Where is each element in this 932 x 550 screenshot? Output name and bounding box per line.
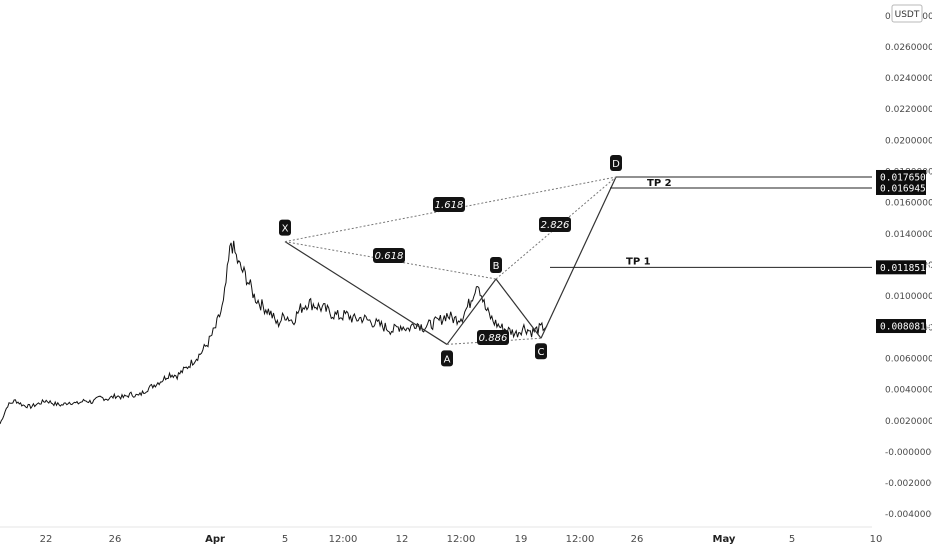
y-tick-label: 0.0240000 xyxy=(885,74,932,84)
pattern-leg xyxy=(540,176,617,339)
y-tick-label: 0.0220000 xyxy=(885,105,932,115)
y-tick-label: 0.0020000 xyxy=(885,417,932,427)
x-tick-label: 12 xyxy=(396,534,409,545)
price-tag-label: 0.0169450 xyxy=(880,183,932,194)
time-axis[interactable]: 22 26 Apr 5 12:00 12 12:00 19 12:00 26 May 5 10 xyxy=(0,526,883,545)
x-tick-label: May xyxy=(713,534,736,545)
price-tag-label: 0.0176504 xyxy=(880,172,932,183)
y-tick-label: 0.0100000 xyxy=(885,292,932,302)
price-axis[interactable]: 0.02800000.02600000.02400000.02200000.02… xyxy=(885,12,932,520)
x-tick-label: 22 xyxy=(40,534,53,545)
y-tick-label: 0.0040000 xyxy=(885,386,932,396)
ratio-label-box xyxy=(433,197,465,212)
y-tick-label: -0.0020000 xyxy=(885,479,932,489)
x-tick-label: 5 xyxy=(282,534,288,545)
y-tick-label: 0.0140000 xyxy=(885,230,932,240)
price-tag-box xyxy=(876,260,926,275)
pattern-leg xyxy=(446,278,497,345)
point-label-c: C xyxy=(538,347,545,358)
y-tick-label: 0.0260000 xyxy=(885,43,932,53)
point-label-box xyxy=(441,350,453,367)
currency-badge[interactable]: USDT xyxy=(891,4,923,23)
x-tick-label: 12:00 xyxy=(566,534,595,545)
point-label-a: A xyxy=(444,354,451,365)
fib-ratio-labels: 1.618 0.618 2.826 0.886 xyxy=(373,197,571,345)
y-tick-label: 0.0060000 xyxy=(885,354,932,364)
price-tag-box xyxy=(876,180,926,195)
y-tick-label: 0.0160000 xyxy=(885,199,932,209)
y-tick-label: 0.0200000 xyxy=(885,136,932,146)
x-tick-label: Apr xyxy=(205,534,225,545)
point-label-x: X xyxy=(282,224,289,235)
ratio-label: 0.618 xyxy=(375,251,404,262)
y-tick-label: -0.0040000 xyxy=(885,510,932,520)
x-tick-label: 26 xyxy=(631,534,644,545)
currency-badge-label: USDT xyxy=(895,10,920,20)
ratio-label: 1.618 xyxy=(435,200,464,211)
pattern-leg xyxy=(284,241,448,345)
tp2-label: TP 2 xyxy=(647,178,672,189)
ratio-label: 2.826 xyxy=(541,220,570,231)
y-tick-label: -0.0000000 xyxy=(885,448,932,458)
point-label-d: D xyxy=(612,159,620,170)
ratio-label-box xyxy=(373,248,405,263)
point-label-box xyxy=(279,219,291,236)
price-tag-label: 0.0118510 xyxy=(880,263,932,274)
price-tag-box xyxy=(876,169,926,184)
point-label-box xyxy=(535,343,547,360)
x-tick-label: 12:00 xyxy=(447,534,476,545)
target-lines: TP 2 TP 1 xyxy=(550,176,872,268)
point-label-box xyxy=(610,154,622,171)
price-tag-box xyxy=(876,319,926,334)
point-label-b: B xyxy=(493,261,500,272)
ratio-label-box xyxy=(539,217,571,232)
point-label-box xyxy=(490,257,502,274)
tp1-label: TP 1 xyxy=(626,256,651,267)
x-tick-label: 12:00 xyxy=(329,534,358,545)
ratio-label: 0.886 xyxy=(479,333,508,344)
x-tick-label: 19 xyxy=(515,534,528,545)
x-tick-label: 5 xyxy=(789,534,795,545)
price-line xyxy=(0,240,548,425)
x-tick-label: 26 xyxy=(109,534,122,545)
x-tick-label: 10 xyxy=(870,534,883,545)
price-series xyxy=(0,240,548,425)
ratio-label-box xyxy=(477,330,509,345)
pattern-point-labels: X A B C D xyxy=(279,154,622,367)
pattern-leg xyxy=(495,278,542,339)
price-tag-label: 0.0080819 xyxy=(880,322,932,333)
